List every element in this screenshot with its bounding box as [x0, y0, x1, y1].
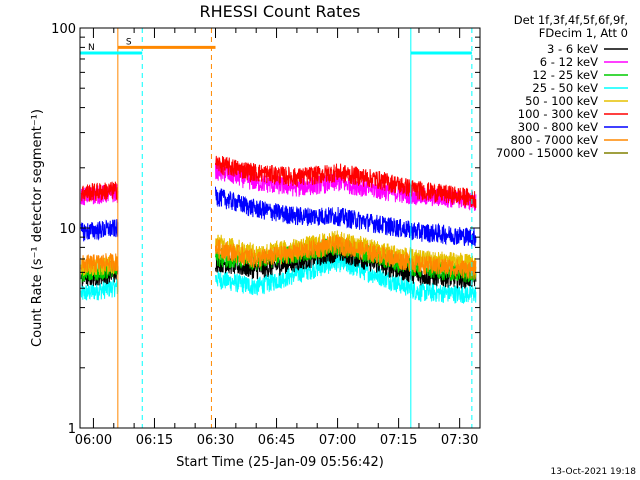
y-tick-label: 100 [51, 22, 76, 37]
series-25-50-kev-segment-0 [80, 278, 119, 301]
legend-header-line-1: Det 1f,3f,4f,5f,6f,9f, [514, 13, 628, 27]
marker-layer: SN [80, 28, 473, 428]
x-tick-label: 07:00 [319, 433, 356, 448]
legend-label: 3 - 6 keV [547, 42, 598, 56]
y-tick-label: 1 [68, 422, 76, 437]
footer-timestamp: 13-Oct-2021 19:18 [551, 467, 637, 477]
legend-label: 6 - 12 keV [540, 55, 598, 69]
legend-label: 100 - 300 keV [518, 107, 598, 121]
x-axis-label: Start Time (25-Jan-09 05:56:42) [176, 455, 384, 470]
y-axis-label: Count Rate (s⁻¹ detector segment⁻¹) [30, 109, 45, 347]
legend: Det 1f,3f,4f,5f,6f,9f, FDecim 1, Att 0 3… [496, 13, 628, 160]
series-800-7000-kev-segment-1 [215, 233, 477, 280]
legend-label: 12 - 25 keV [532, 68, 598, 82]
x-tick-label: 06:30 [197, 433, 234, 448]
legend-label: 300 - 800 keV [518, 120, 598, 134]
legend-label: 25 - 50 keV [532, 81, 598, 95]
legend-label: 800 - 7000 keV [510, 133, 598, 147]
legend-label: 50 - 100 keV [525, 94, 598, 108]
series-6-12-kev-segment-1 [215, 160, 477, 211]
x-tick-label: 07:15 [380, 433, 417, 448]
annotation-label: N [88, 43, 95, 53]
series-300-800-kev-segment-0 [80, 219, 119, 242]
x-tick-label: 06:15 [136, 433, 173, 448]
x-tick-label: 06:45 [258, 433, 295, 448]
series-300-800-kev-segment-1 [215, 186, 477, 247]
y-tick-label: 10 [59, 222, 76, 237]
legend-header-line-2: FDecim 1, Att 0 [539, 26, 628, 40]
x-tick-label: 06:00 [75, 433, 112, 448]
series-100-300-kev-segment-0 [80, 181, 119, 202]
data-layer [80, 155, 477, 304]
annotation-label: S [126, 37, 132, 47]
axis-layer: 1 10 100 06:00 06:15 06:30 06:45 07:00 07:15 07:3… [51, 22, 481, 448]
chart-title: RHESSI Count Rates [200, 2, 361, 21]
series-800-7000-kev-segment-0 [80, 253, 119, 273]
x-tick-label: 07:30 [441, 433, 478, 448]
plot-frame [79, 27, 481, 429]
series-100-300-kev-segment-1 [215, 155, 477, 209]
legend-label: 7000 - 15000 keV [496, 146, 598, 160]
